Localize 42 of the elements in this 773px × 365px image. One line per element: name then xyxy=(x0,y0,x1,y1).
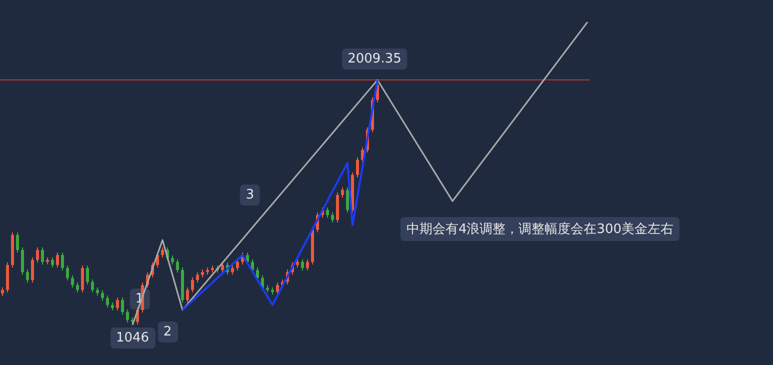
candlestick xyxy=(81,264,84,293)
candlestick xyxy=(186,286,189,304)
candlestick xyxy=(356,156,359,178)
candlestick xyxy=(191,276,194,293)
candlestick xyxy=(76,282,79,293)
candlestick xyxy=(116,297,119,311)
annotation: 1046 xyxy=(110,328,156,348)
candlestick xyxy=(276,282,279,295)
candlestick xyxy=(121,297,124,316)
annotation: 2009.35 xyxy=(342,48,408,70)
candlestick xyxy=(221,262,224,274)
candlestick xyxy=(346,186,349,214)
candlestick xyxy=(91,278,94,293)
candlestick xyxy=(16,232,19,253)
candlestick xyxy=(101,290,104,302)
annotation: 中期会有4浪调整，调整幅度会在300美金左右 xyxy=(400,217,680,241)
candlestick xyxy=(176,258,179,274)
candlestick xyxy=(236,258,239,272)
candlestick xyxy=(301,258,304,272)
candlestick xyxy=(306,258,309,272)
candlestick xyxy=(326,206,329,218)
candlestick xyxy=(331,212,334,223)
candlestick xyxy=(51,256,54,268)
candlestick xyxy=(231,264,234,276)
candlestick xyxy=(41,246,44,265)
candlestick xyxy=(196,272,199,284)
candlestick xyxy=(36,246,39,263)
candlestick xyxy=(341,186,344,198)
candlestick xyxy=(256,267,259,281)
candlestick xyxy=(126,308,129,323)
candlestick xyxy=(61,252,64,272)
candlestick xyxy=(106,294,109,308)
candlestick xyxy=(161,246,164,258)
candlestick xyxy=(71,274,74,288)
candlestick xyxy=(21,246,24,276)
annotation: 3 xyxy=(240,184,260,206)
candlestick xyxy=(86,264,89,286)
candlestick xyxy=(66,264,69,281)
candlestick xyxy=(31,256,34,284)
candlestick xyxy=(56,252,59,268)
annotation: 2 xyxy=(157,322,178,342)
candlestick xyxy=(26,269,29,284)
